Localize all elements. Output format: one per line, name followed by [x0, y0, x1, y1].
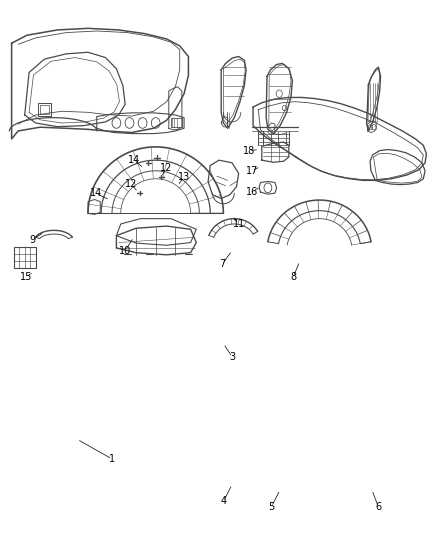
Text: 18: 18 [243, 146, 255, 156]
Text: 1: 1 [109, 454, 115, 464]
Text: 8: 8 [290, 272, 296, 282]
Text: 6: 6 [375, 502, 381, 512]
Text: 4: 4 [220, 496, 226, 506]
Bar [171, 118, 182, 127]
Text: 17: 17 [246, 166, 258, 176]
Bar [14, 247, 35, 268]
Text: 12: 12 [125, 179, 137, 189]
Text: 11: 11 [233, 219, 245, 229]
Text: 10: 10 [119, 246, 131, 255]
Text: 3: 3 [229, 352, 235, 362]
Text: 13: 13 [178, 172, 190, 182]
Text: 7: 7 [219, 259, 226, 269]
Text: 14: 14 [90, 188, 102, 198]
Text: 16: 16 [246, 187, 258, 197]
Text: 5: 5 [268, 502, 275, 512]
Text: 9: 9 [29, 235, 35, 245]
Text: 15: 15 [20, 272, 32, 282]
Text: 12: 12 [159, 163, 172, 173]
Text: 14: 14 [128, 155, 140, 165]
